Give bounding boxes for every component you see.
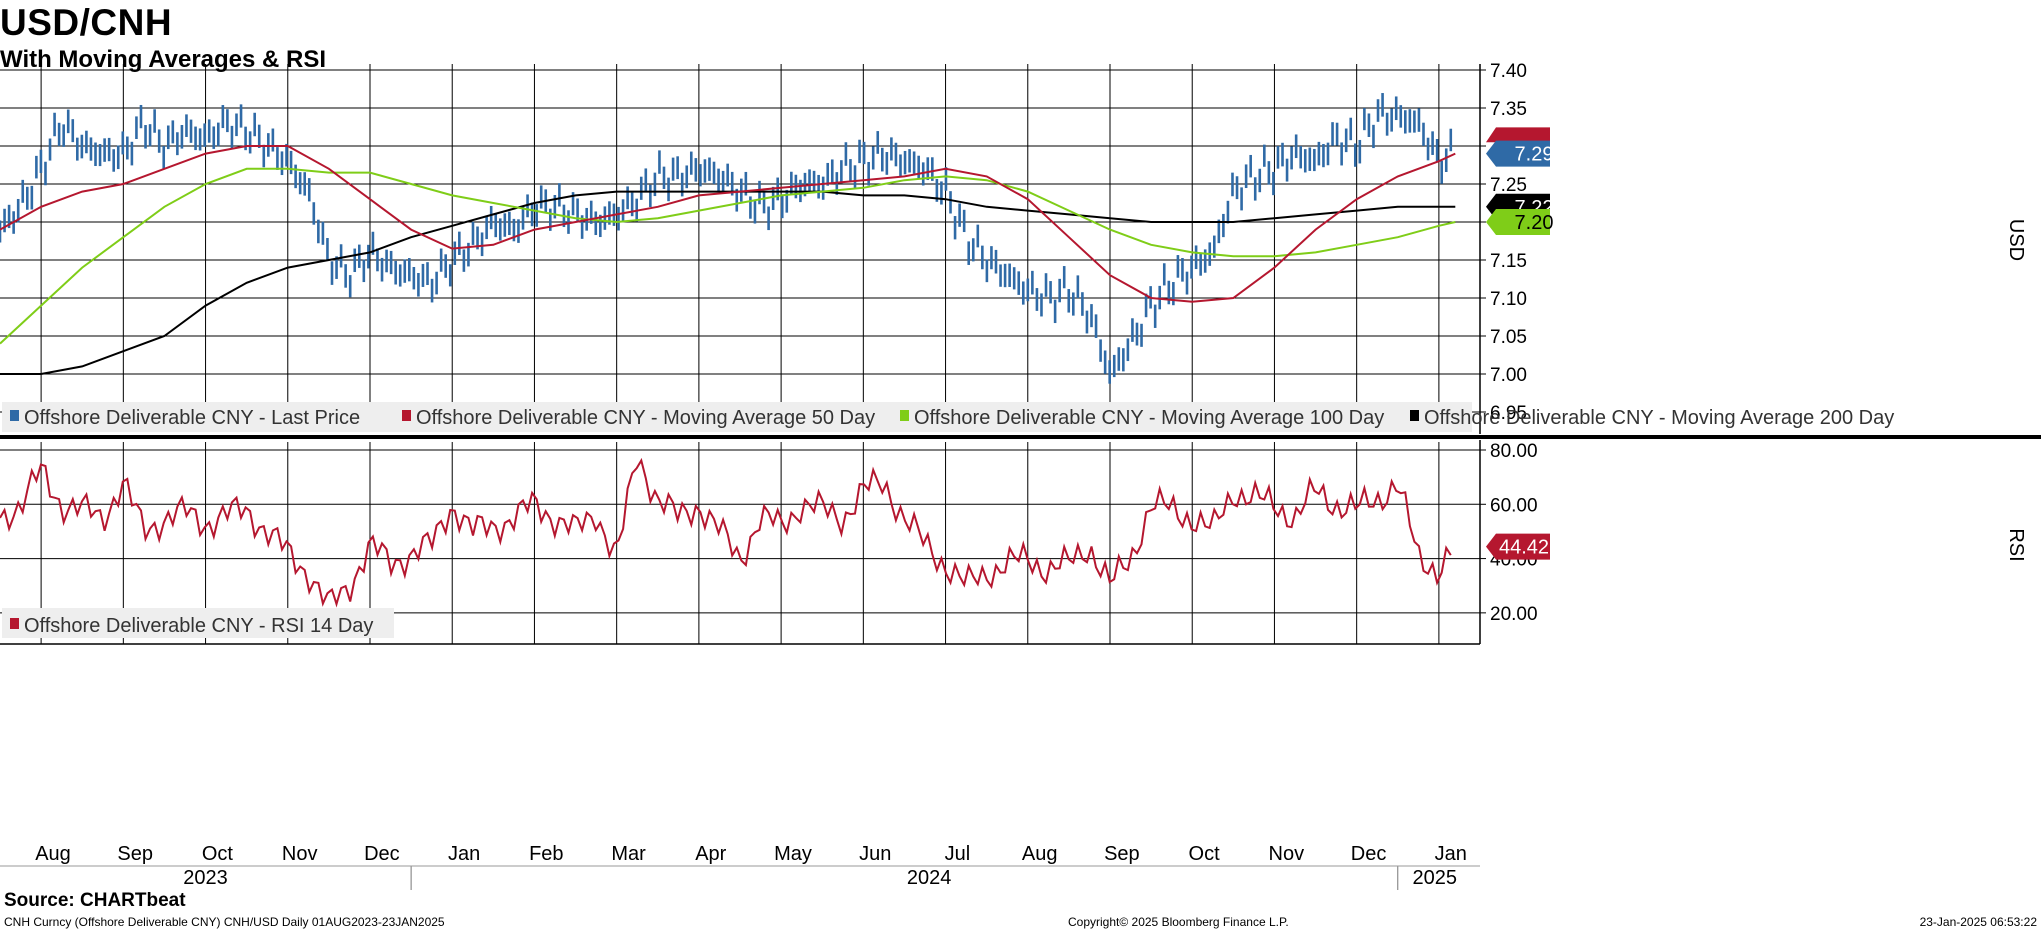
price-axis-label: 7.35 — [1490, 99, 1527, 120]
price-legend-entry: Offshore Deliverable CNY - Last Price — [24, 407, 360, 429]
price-legend-bg — [2, 402, 1472, 432]
x-month-label: Sep — [1104, 843, 1140, 865]
x-month-label: Dec — [1351, 843, 1387, 865]
price-axis-label: 7.40 — [1490, 61, 1527, 82]
rsi-legend-swatch — [10, 618, 19, 629]
price-legend-entry: Offshore Deliverable CNY - Moving Averag… — [1424, 407, 1894, 429]
x-month-label: Feb — [529, 843, 563, 865]
rsi-axis-label: 20.00 — [1490, 604, 1538, 625]
footer-copyright: Copyright© 2025 Bloomberg Finance L.P. — [1068, 915, 1289, 929]
x-month-label: Nov — [1269, 843, 1305, 865]
rsi-last-tag-shape — [1486, 533, 1550, 560]
x-month-label: Aug — [35, 843, 71, 865]
x-month-label: Jun — [859, 843, 891, 865]
ma200-line — [0, 190, 1456, 375]
x-month-label: Jan — [448, 843, 480, 865]
ma50-last-tag — [1486, 127, 1550, 143]
footer-ticker-info: CNH Curncy (Offshore Deliverable CNY) CN… — [4, 915, 445, 929]
x-month-label: May — [774, 843, 812, 865]
price-axis-label: 7.05 — [1490, 327, 1527, 348]
price-axis-label: 7.10 — [1490, 289, 1527, 310]
x-year-label: 2025 — [1413, 867, 1458, 889]
price-legend-swatch — [900, 410, 909, 421]
price-last-tag: 7.29 — [1486, 140, 1554, 167]
ma100-last-tag-shape — [1486, 209, 1550, 235]
x-month-label: Jan — [1435, 843, 1467, 865]
price-axis-label: 6.95 — [1490, 403, 1527, 424]
rsi-axis-label: 80.00 — [1490, 441, 1538, 462]
x-month-label: Dec — [364, 843, 400, 865]
price-last-tag-shape — [1486, 140, 1550, 167]
price-axis-label: 7.15 — [1490, 251, 1527, 272]
price-legend-entry: Offshore Deliverable CNY - Moving Averag… — [416, 407, 875, 429]
price-legend-swatch — [10, 410, 19, 421]
price-legend-swatch — [1410, 410, 1419, 421]
rsi-last-tag-text: 44.42 — [1499, 537, 1549, 559]
x-month-label: Oct — [202, 843, 234, 865]
price-axis-label: 7.25 — [1490, 175, 1527, 196]
x-year-label: 2024 — [907, 867, 952, 889]
footer-timestamp: 23-Jan-2025 06:53:22 — [1919, 915, 2037, 929]
chart-title: USD/CNH — [0, 2, 173, 43]
ma100-line — [0, 167, 1456, 345]
rsi-axis-title: RSI — [2005, 528, 2027, 561]
price-axis-label: 7.00 — [1490, 365, 1527, 386]
x-month-label: Apr — [695, 843, 726, 865]
x-month-label: Jul — [945, 843, 971, 865]
price-series — [0, 93, 1453, 384]
x-month-label: Mar — [611, 843, 646, 865]
rsi-axis-label: 60.00 — [1490, 495, 1538, 516]
price-legend-swatch — [402, 410, 411, 421]
x-month-label: Sep — [117, 843, 153, 865]
ma100-last-tag: 7.20 — [1486, 209, 1553, 235]
price-axis-title: USD — [2005, 219, 2027, 261]
rsi-last-tag: 44.42 — [1486, 533, 1550, 560]
ma100-last-tag-text: 7.20 — [1515, 212, 1554, 234]
price-legend-entry: Offshore Deliverable CNY - Moving Averag… — [914, 407, 1384, 429]
x-month-label: Oct — [1189, 843, 1221, 865]
rsi-legend-bg — [2, 608, 394, 638]
chart-subtitle: With Moving Averages & RSI — [0, 46, 327, 73]
x-month-label: Nov — [282, 843, 318, 865]
source-label: Source: CHARTbeat — [4, 890, 186, 911]
price-last-tag-text: 7.29 — [1515, 144, 1554, 166]
x-year-label: 2023 — [183, 867, 228, 889]
rsi-line — [0, 457, 1452, 608]
ma50-line — [0, 145, 1456, 303]
x-month-label: Aug — [1022, 843, 1058, 865]
rsi-legend-entry: Offshore Deliverable CNY - RSI 14 Day — [24, 615, 373, 637]
